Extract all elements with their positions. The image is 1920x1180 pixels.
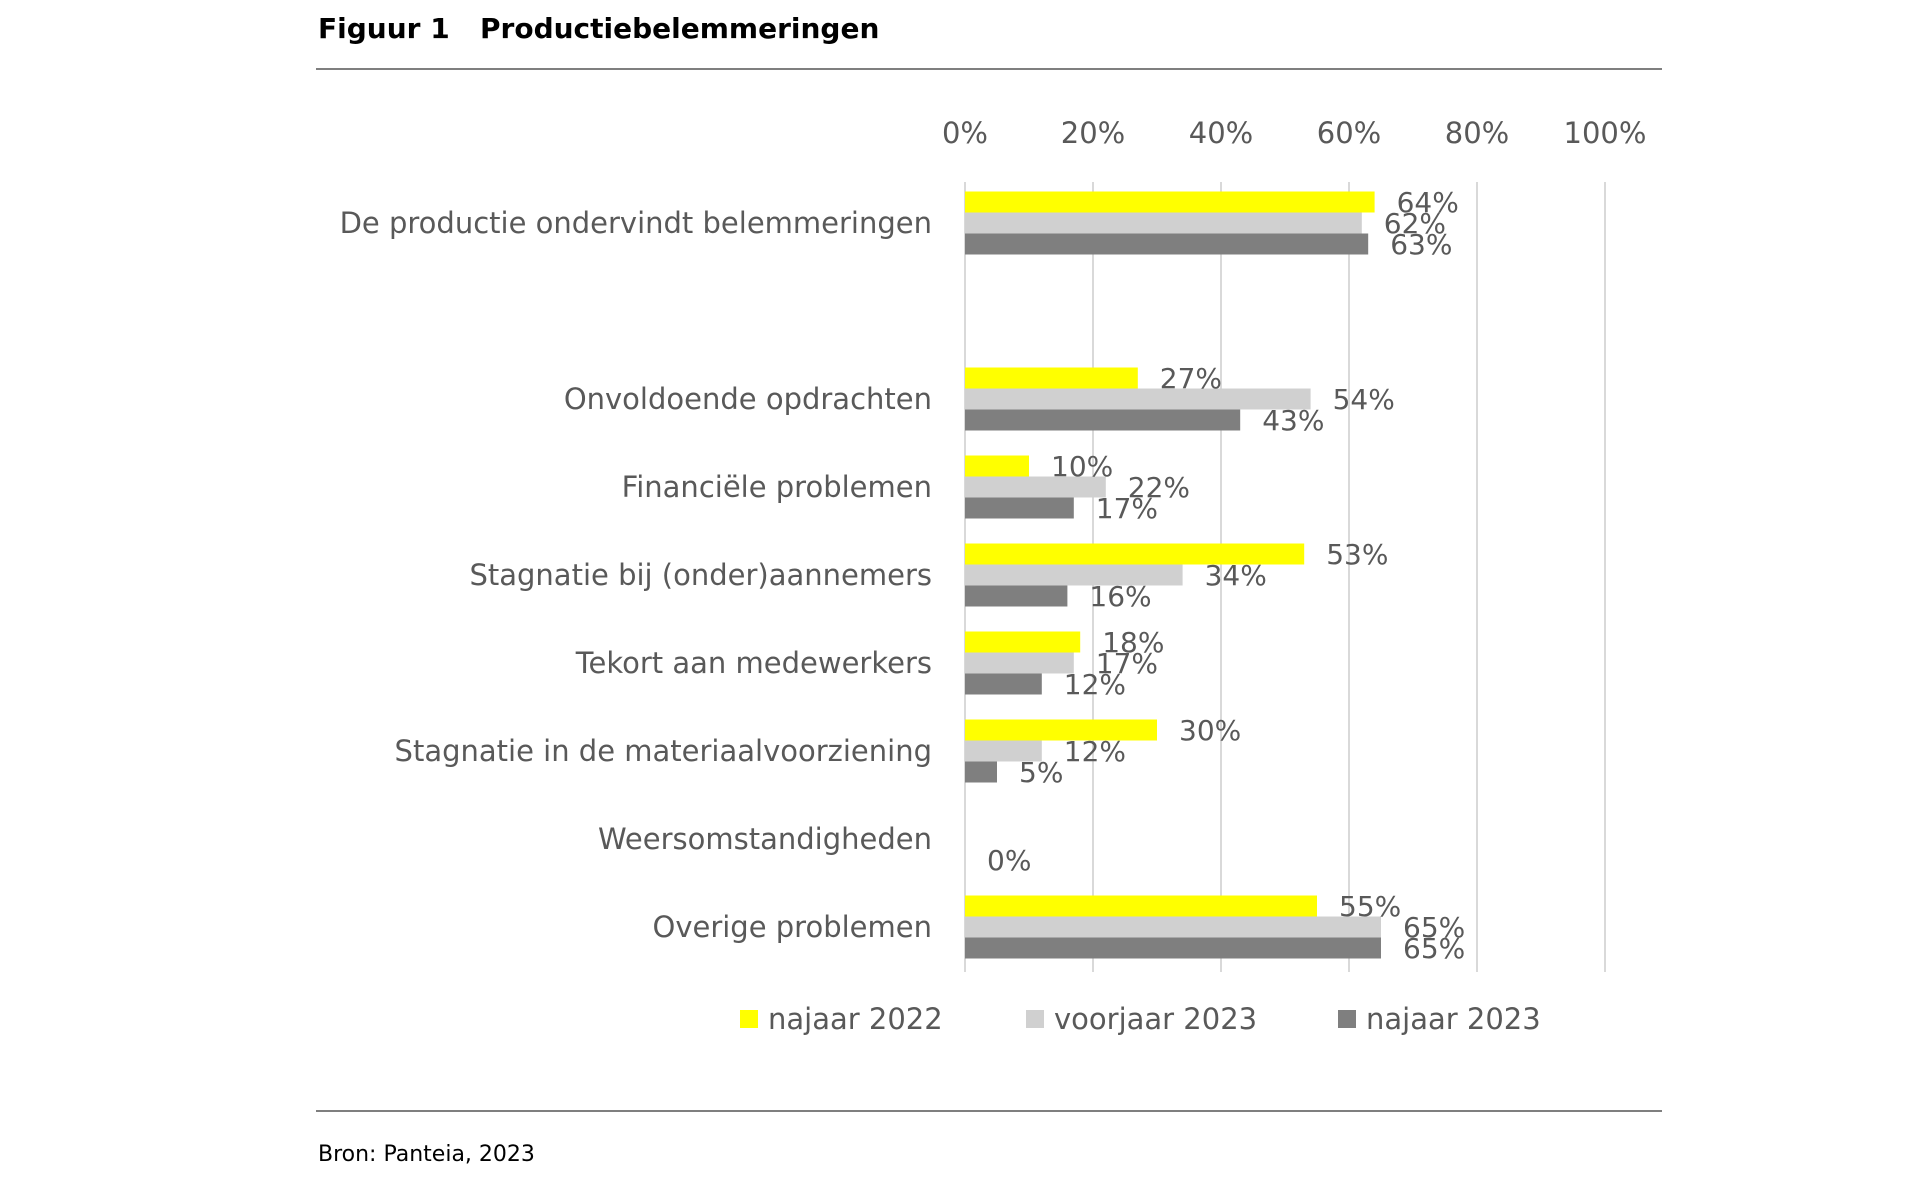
source-note: Bron: Panteia, 2023: [318, 1142, 535, 1167]
legend-swatch-najaar-2023: [1338, 1010, 1356, 1028]
data-label-financiele-problemen-najaar-2022: 10%: [1051, 450, 1113, 483]
x-tick-label-80: 80%: [1445, 116, 1509, 150]
category-label-overige-problemen: Overige problemen: [653, 910, 933, 944]
x-tick-label-20: 20%: [1061, 116, 1125, 150]
data-label-onvoldoende-opdrachten-voorjaar-2023: 54%: [1333, 383, 1395, 416]
top-rule: [316, 68, 1662, 70]
x-tick-label-100: 100%: [1564, 116, 1647, 150]
bar-financiele-problemen-najaar-2023: [965, 497, 1074, 519]
bars: [965, 191, 1381, 959]
bar-financiele-problemen-voorjaar-2023: [965, 476, 1106, 498]
bar-onvoldoende-opdrachten-voorjaar-2023: [965, 388, 1311, 410]
data-label-tekort-aan-medewerkers-najaar-2023: 12%: [1064, 668, 1126, 701]
bar-financiele-problemen-najaar-2022: [965, 455, 1029, 477]
data-label-weersomstandigheden-najaar-2023: 0%: [987, 844, 1031, 877]
x-tick-label-60: 60%: [1317, 116, 1381, 150]
data-label-de-productie-ondervindt-belemmeringen-najaar-2022: 64%: [1397, 186, 1459, 219]
x-tick-label-0: 0%: [942, 116, 988, 150]
data-label-stagnatie-in-de-materiaalvoorziening-najaar-2022: 30%: [1179, 714, 1241, 747]
data-labels: 64%62%63%27%54%43%10%22%17%53%34%16%18%1…: [987, 186, 1465, 965]
data-label-stagnatie-in-de-materiaalvoorziening-najaar-2023: 5%: [1019, 756, 1063, 789]
legend-item-voorjaar-2023: voorjaar 2023: [1026, 1002, 1257, 1036]
data-label-stagnatie-bij-onder-aannemers-najaar-2023: 16%: [1089, 580, 1151, 613]
x-axis-tick-labels: 0% 20% 40% 60% 80% 100%: [942, 116, 1646, 150]
bottom-rule: [316, 1110, 1662, 1112]
legend-label-najaar-2023: najaar 2023: [1366, 1002, 1541, 1036]
data-label-onvoldoende-opdrachten-najaar-2022: 27%: [1160, 362, 1222, 395]
legend: najaar 2022 voorjaar 2023 najaar 2023: [0, 1002, 1920, 1042]
category-label-tekort-aan-medewerkers: Tekort aan medewerkers: [575, 646, 932, 680]
bar-tekort-aan-medewerkers-voorjaar-2023: [965, 652, 1074, 674]
bar-stagnatie-bij-onder-aannemers-voorjaar-2023: [965, 564, 1183, 586]
bar-onvoldoende-opdrachten-najaar-2023: [965, 409, 1241, 431]
data-label-financiele-problemen-voorjaar-2023: 22%: [1128, 471, 1190, 504]
data-label-overige-problemen-najaar-2022: 55%: [1339, 890, 1401, 923]
category-label-weersomstandigheden: Weersomstandigheden: [598, 822, 932, 856]
bar-de-productie-ondervindt-belemmeringen-najaar-2022: [965, 191, 1375, 213]
legend-label-najaar-2022: najaar 2022: [768, 1002, 943, 1036]
bar-tekort-aan-medewerkers-najaar-2022: [965, 631, 1081, 653]
gridlines: [964, 182, 1606, 972]
bar-overige-problemen-najaar-2023: [965, 937, 1381, 959]
category-label-stagnatie-in-de-materiaalvoorziening: Stagnatie in de materiaalvoorziening: [395, 734, 932, 768]
bar-overige-problemen-najaar-2022: [965, 895, 1317, 917]
legend-swatch-voorjaar-2023: [1026, 1010, 1044, 1028]
category-label-de-productie-ondervindt-belemmeringen: De productie ondervindt belemmeringen: [340, 206, 932, 240]
bar-stagnatie-in-de-materiaalvoorziening-najaar-2023: [965, 761, 997, 783]
bar-chart: 0% 20% 40% 60% 80% 100% De productie ondervin…: [340, 116, 1646, 972]
data-label-de-productie-ondervindt-belemmeringen-najaar-2023: 63%: [1390, 228, 1452, 261]
bar-stagnatie-in-de-materiaalvoorziening-najaar-2022: [965, 719, 1157, 741]
legend-item-najaar-2022: najaar 2022: [740, 1002, 943, 1036]
category-label-stagnatie-bij-onder-aannemers: Stagnatie bij (onder)aannemers: [469, 558, 932, 592]
data-label-tekort-aan-medewerkers-najaar-2022: 18%: [1102, 626, 1164, 659]
bar-stagnatie-in-de-materiaalvoorziening-voorjaar-2023: [965, 740, 1042, 762]
legend-item-najaar-2023: najaar 2023: [1338, 1002, 1541, 1036]
legend-label-voorjaar-2023: voorjaar 2023: [1054, 1002, 1258, 1036]
bar-stagnatie-bij-onder-aannemers-najaar-2023: [965, 585, 1068, 607]
figure-number: Figuur 1: [318, 12, 450, 45]
bar-tekort-aan-medewerkers-najaar-2023: [965, 673, 1042, 695]
figure-title: Productiebelemmeringen: [480, 12, 880, 45]
data-label-overige-problemen-najaar-2023: 65%: [1403, 932, 1465, 965]
bar-de-productie-ondervindt-belemmeringen-voorjaar-2023: [965, 212, 1362, 234]
bar-overige-problemen-voorjaar-2023: [965, 916, 1381, 938]
data-label-onvoldoende-opdrachten-najaar-2023: 43%: [1262, 404, 1324, 437]
data-label-financiele-problemen-najaar-2023: 17%: [1096, 492, 1158, 525]
bar-de-productie-ondervindt-belemmeringen-najaar-2023: [965, 233, 1369, 255]
data-label-stagnatie-bij-onder-aannemers-voorjaar-2023: 34%: [1205, 559, 1267, 592]
data-label-stagnatie-in-de-materiaalvoorziening-voorjaar-2023: 12%: [1064, 735, 1126, 768]
bar-stagnatie-bij-onder-aannemers-najaar-2022: [965, 543, 1305, 565]
category-label-financiele-problemen: Financiële problemen: [622, 470, 932, 504]
legend-swatch-najaar-2022: [740, 1010, 758, 1028]
category-label-onvoldoende-opdrachten: Onvoldoende opdrachten: [564, 382, 932, 416]
data-label-de-productie-ondervindt-belemmeringen-voorjaar-2023: 62%: [1384, 207, 1446, 240]
data-label-overige-problemen-voorjaar-2023: 65%: [1403, 911, 1465, 944]
figure-header: Figuur 1 Productiebelemmeringen: [318, 12, 879, 45]
category-labels: De productie ondervindt belemmeringen Onv…: [340, 206, 932, 944]
data-label-tekort-aan-medewerkers-voorjaar-2023: 17%: [1096, 647, 1158, 680]
data-label-stagnatie-bij-onder-aannemers-najaar-2022: 53%: [1326, 538, 1388, 571]
bar-onvoldoende-opdrachten-najaar-2022: [965, 367, 1138, 389]
x-tick-label-40: 40%: [1189, 116, 1253, 150]
